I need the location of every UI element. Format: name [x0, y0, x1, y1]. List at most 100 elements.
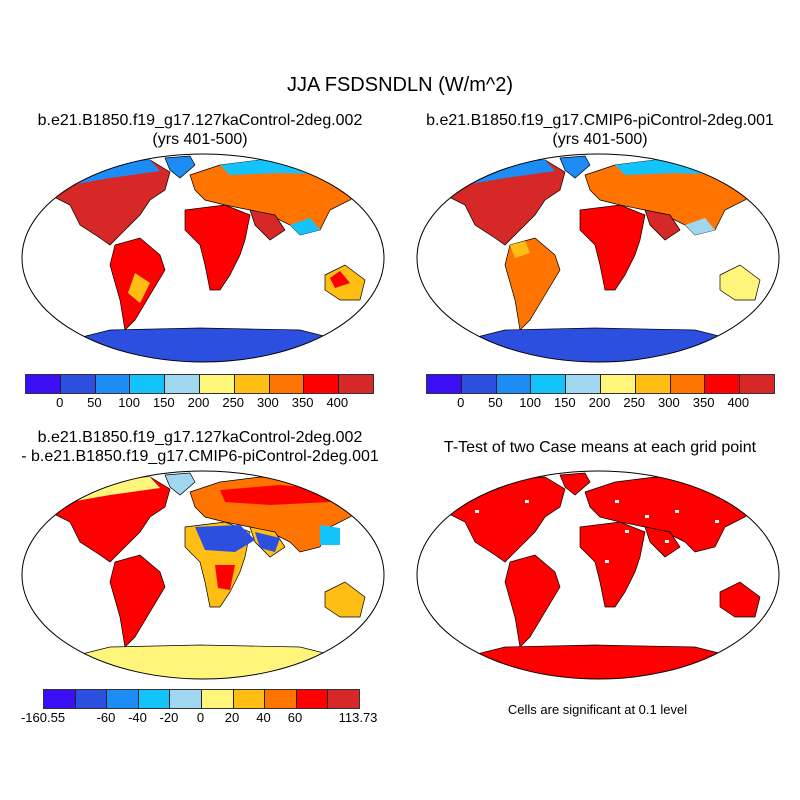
panel-1-title: b.e21.B1850.f19_g17.127kaControl-2deg.00… [0, 111, 400, 149]
panel-1-title-line1: b.e21.B1850.f19_g17.127kaControl-2deg.00… [37, 112, 363, 129]
map-border [21, 153, 385, 363]
panel-2-title-line2: (yrs 401-500) [552, 131, 648, 148]
colorbar-swatch [600, 375, 636, 393]
land-region-sa [504, 237, 561, 331]
colorbar-swatch [328, 690, 359, 708]
land-region-gl [164, 155, 196, 179]
colorbar-tick-label: 150 [553, 395, 576, 410]
colorbar-tick-label: -40 [128, 710, 147, 725]
colorbar-tick-label: 400 [727, 395, 750, 410]
value-patch [320, 525, 340, 545]
land-region-sa [504, 554, 561, 648]
colorbar-swatch [461, 375, 497, 393]
colorbar-tick-label: 250 [222, 395, 245, 410]
panel-3-title-line1: b.e21.B1850.f19_g17.127kaControl-2deg.00… [37, 429, 363, 446]
colorbar-swatch [531, 375, 567, 393]
significance-note: Cells are significant at 0.1 level [507, 702, 688, 717]
colorbar-tick-label: 113.73 [338, 710, 378, 725]
colorbar-tick-label: 200 [588, 395, 611, 410]
insignificant-cell [715, 520, 719, 523]
panel-3-title: b.e21.B1850.f19_g17.127kaControl-2deg.00… [0, 428, 400, 466]
colorbar-tick-label: 40 [256, 710, 271, 725]
colorbar-swatch [304, 375, 340, 393]
land-region-af [579, 204, 646, 291]
colorbar-tick-label: -20 [159, 710, 179, 725]
colorbar-tick-label: 50 [488, 395, 503, 410]
colorbar-swatch [427, 375, 462, 393]
colorbar-tick-label: -160.55 [20, 710, 66, 725]
land-region-gl [559, 155, 591, 179]
colorbar-difference [43, 689, 360, 709]
colorbar-swatch [670, 375, 706, 393]
colorbar-swatch [107, 690, 139, 708]
value-patch [510, 241, 530, 258]
colorbar-swatch [199, 375, 235, 393]
insignificant-cell [625, 530, 629, 533]
map-panel-difference [21, 470, 385, 680]
colorbar-swatch [26, 375, 61, 393]
colorbar-swatch [201, 690, 234, 708]
land-region-ar [249, 209, 286, 241]
colorbar-swatch [233, 690, 266, 708]
colorbar-tick-label: 300 [658, 395, 680, 410]
land-region-sa [109, 554, 166, 648]
value-patch [195, 525, 255, 552]
colorbar-swatch [234, 375, 270, 393]
colorbar-tick-label: 60 [287, 710, 303, 725]
colorbar-tick-label: 200 [187, 395, 210, 410]
panel-1-title-line2: (yrs 401-500) [152, 131, 248, 148]
figure-title: JJA FSDSNDLN (W/m^2) [286, 74, 514, 96]
map-panel-ttest [416, 470, 780, 680]
land-region-ar [644, 209, 681, 241]
insignificant-cell [645, 515, 649, 518]
colorbar-swatch [170, 690, 202, 708]
panel-3-title-line2: - b.e21.B1850.f19_g17.CMIP6-piControl-2d… [21, 448, 379, 465]
colorbar-tick-label: -60 [96, 710, 116, 725]
colorbar-swatch [130, 375, 166, 393]
colorbar-swatch [740, 375, 774, 393]
colorbar-panel-2 [426, 374, 775, 394]
value-patch [215, 565, 235, 590]
colorbar-swatch [269, 375, 305, 393]
colorbar-tick-label: 50 [87, 395, 102, 410]
colorbar-tick-label: 0 [56, 395, 64, 410]
insignificant-cell [665, 540, 669, 543]
map-border [21, 470, 385, 680]
colorbar-tick-label: 100 [519, 395, 541, 410]
land-region-gl [559, 472, 591, 496]
colorbar-swatch [496, 375, 532, 393]
insignificant-cell [675, 510, 679, 513]
colorbar-panel-1 [25, 374, 374, 394]
land-region-af [579, 521, 646, 608]
colorbar-swatch [165, 375, 200, 393]
colorbar-tick-label: 300 [257, 395, 279, 410]
value-patch [330, 271, 350, 288]
colorbar-swatch [44, 690, 76, 708]
colorbar-tick-label: 0 [457, 395, 465, 410]
land-region-au [719, 264, 761, 301]
colorbar-tick-label: 150 [152, 395, 175, 410]
insignificant-cell [525, 500, 529, 503]
colorbar-swatch [566, 375, 601, 393]
land-region-au [719, 581, 761, 618]
colorbar-swatch [705, 375, 741, 393]
value-patch [255, 532, 280, 552]
colorbar-swatch [75, 690, 108, 708]
colorbar-swatch [265, 690, 297, 708]
colorbar-swatch [60, 375, 96, 393]
insignificant-cell [605, 560, 609, 563]
panel-2-title-line1: b.e21.B1850.f19_g17.CMIP6-piControl-2deg… [426, 112, 774, 129]
panel-4-title: T-Test of two Case means at each grid po… [443, 439, 757, 456]
value-patch [128, 273, 150, 303]
map-panel-piControl [416, 153, 780, 363]
colorbar-swatch [138, 690, 171, 708]
colorbar-tick-label: 400 [326, 395, 349, 410]
insignificant-cell [475, 510, 479, 513]
map-border [416, 470, 780, 680]
colorbar-tick-label: 20 [224, 710, 240, 725]
value-patch [685, 218, 715, 235]
colorbar-swatch [339, 375, 373, 393]
land-region-gl [164, 472, 196, 496]
colorbar-tick-label: 350 [291, 395, 314, 410]
land-region-au [324, 581, 366, 618]
